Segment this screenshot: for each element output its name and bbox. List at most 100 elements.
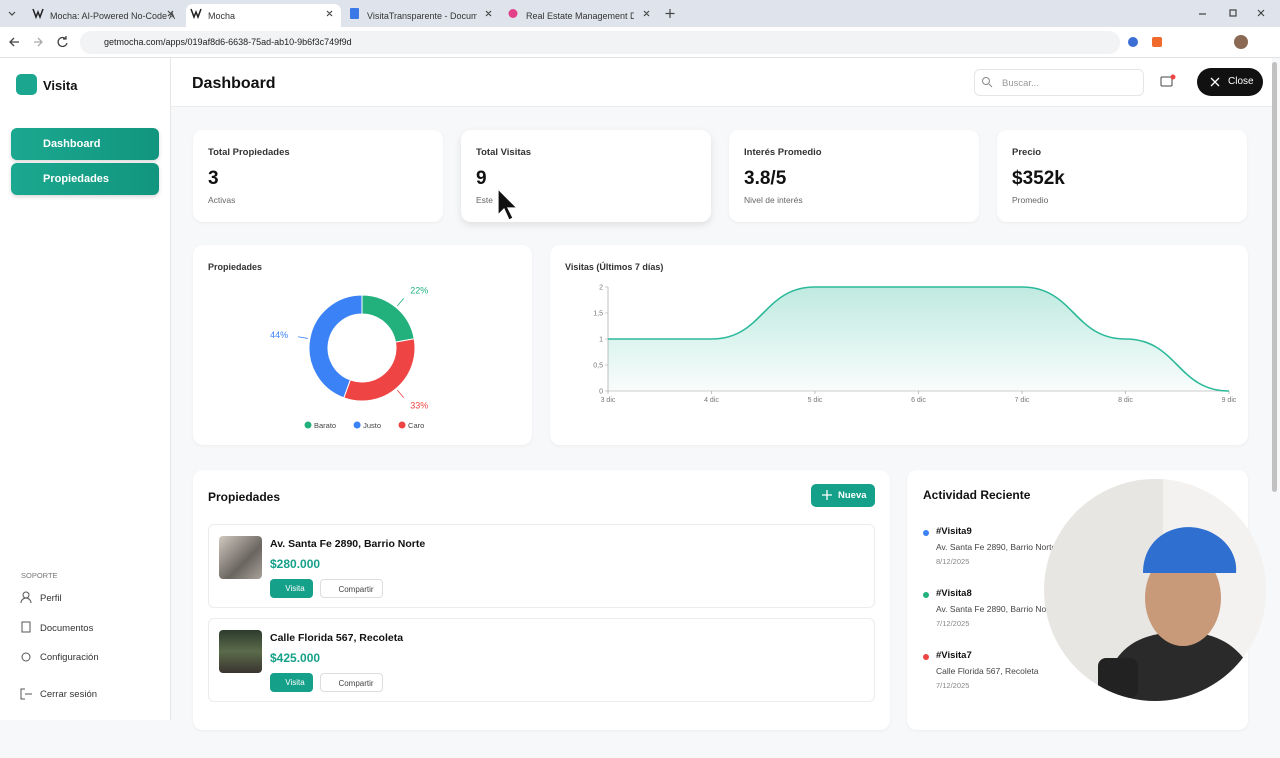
x-tick-label: 8 dic (1118, 397, 1133, 404)
search-box[interactable]: Buscar... (974, 69, 1144, 96)
tab-icons (0, 0, 1280, 27)
brand: Visita (43, 78, 77, 93)
legend-swatch (354, 422, 361, 429)
activity-address: Av. Santa Fe 2890, Barrio Norte (936, 604, 1056, 614)
new-button[interactable]: Nueva (811, 484, 875, 507)
y-tick-label: 1,5 (593, 311, 603, 318)
stat-card: Interés Promedio 3.8/5 Nivel de interés (729, 130, 979, 222)
nav-item[interactable]: Dashboard (11, 128, 159, 160)
page: Visita Dashboard {"browser":{"tabs":["Mo… (0, 0, 1280, 720)
legend-swatch (399, 422, 406, 429)
property-image (219, 630, 262, 673)
leader-line (298, 337, 308, 339)
tab-bar: Mocha: AI-Powered No-Code A Mocha Visita… (0, 0, 1280, 27)
activity-dot (923, 654, 929, 660)
legend-swatch (305, 422, 312, 429)
y-tick-label: 0,5 (593, 363, 603, 370)
body: Mocha: AI-Powered No-Code A Mocha Visita… (0, 0, 1280, 720)
legend-label: Barato (314, 421, 336, 430)
header: Dashboard Buscar... Close (171, 58, 1272, 107)
property-image (219, 536, 262, 579)
chart-title: Propiedades (208, 262, 262, 272)
activity-date: 7/12/2025 (936, 619, 969, 628)
activity-address: Calle Florida 567, Recoleta (936, 666, 1039, 676)
address-bar: getmocha.com/apps/019af8d6-6638-75ad-ab1… (0, 27, 1280, 58)
x-tick-label: 4 dic (704, 397, 719, 404)
activity-id: #Visita8 (936, 588, 972, 599)
sidebar-link[interactable]: Documentos (40, 623, 93, 634)
property-name: Av. Santa Fe 2890, Barrio Norte (270, 538, 425, 550)
legend-label: Justo (363, 421, 381, 430)
cursor (497, 188, 519, 222)
y-tick-label: 0 (599, 389, 603, 396)
y-tick-label: 2 (599, 285, 603, 292)
visit-button[interactable]: Visita (270, 673, 313, 692)
x-tick-label: 3 dic (601, 397, 616, 404)
close-button[interactable]: Close (1197, 68, 1263, 96)
activity-dot (923, 592, 929, 598)
nav-item[interactable]: Propiedades (11, 163, 159, 195)
search-icon (981, 76, 993, 88)
stat-value: 3 (208, 168, 219, 190)
sidebar-link[interactable]: Perfil (40, 593, 62, 604)
property-price: $280.000 (270, 557, 320, 571)
x-tick-label: 5 dic (808, 397, 823, 404)
stat-label: Total Visitas (476, 147, 531, 158)
scrollbar[interactable] (1272, 62, 1277, 492)
donut-segment (344, 339, 415, 401)
chat-icon[interactable] (1160, 74, 1176, 90)
visit-button[interactable]: Visita (270, 579, 313, 598)
activity-date: 7/12/2025 (936, 681, 969, 690)
stat-note: Promedio (1012, 195, 1048, 205)
value-label: 33% (410, 400, 428, 410)
activity-date: 8/12/2025 (936, 557, 969, 566)
y-tick-label: 1 (599, 337, 603, 344)
section-title: Actividad Reciente (923, 488, 1030, 502)
activity-id: #Visita9 (936, 526, 972, 537)
share-button[interactable]: Compartir (320, 673, 383, 692)
leader-line (397, 390, 403, 398)
value-label: 44% (270, 330, 288, 340)
property-item[interactable]: Calle Florida 567, Recoleta $425.000 Vis… (208, 618, 875, 702)
x-tick-label: 6 dic (911, 397, 926, 404)
activity-dot (923, 530, 929, 536)
stat-label: Total Propiedades (208, 147, 290, 158)
property-price: $425.000 (270, 651, 320, 665)
stat-note: Nivel de interés (744, 195, 803, 205)
stat-note: Este (476, 195, 493, 205)
properties-card: Propiedades Nueva Av. Santa Fe 2890, Bar… (193, 470, 890, 730)
stat-label: Precio (1012, 147, 1041, 158)
stat-value: 3.8/5 (744, 168, 786, 190)
brand-icon (16, 74, 37, 95)
leader-line (397, 298, 403, 306)
sidebar-link[interactable]: Cerrar sesión (40, 689, 97, 700)
page-title: Dashboard (192, 75, 276, 93)
value-label: 22% (410, 286, 428, 296)
plus-icon (822, 490, 832, 500)
chart-title: Visitas (Últimos 7 días) (565, 261, 663, 272)
url[interactable]: getmocha.com/apps/019af8d6-6638-75ad-ab1… (104, 37, 352, 47)
section-title: Propiedades (208, 490, 280, 504)
sidebar: Visita Dashboard Propiedades SOPORTE Per… (0, 58, 171, 720)
section-label: SOPORTE (21, 571, 58, 580)
sidebar-icons (18, 588, 34, 758)
area-chart: Visitas (Últimos 7 días) 0 0,5 1 1,5 2 3 dic 4 … (550, 245, 1248, 445)
legend-label: Caro (408, 421, 424, 430)
property-name: Calle Florida 567, Recoleta (270, 632, 403, 644)
property-item[interactable]: Av. Santa Fe 2890, Barrio Norte $280.000… (208, 524, 875, 608)
stat-card: Total Propiedades 3 Activas (193, 130, 443, 222)
x-tick-label: 9 dic (1222, 397, 1237, 404)
close-icon (1210, 77, 1220, 87)
stat-value: $352k (1012, 168, 1065, 190)
stat-note: Activas (208, 195, 235, 205)
stat-label: Interés Promedio (744, 147, 822, 158)
webcam-overlay (1043, 478, 1267, 702)
stat-card: Precio $352k Promedio (997, 130, 1247, 222)
activity-id: #Visita7 (936, 650, 972, 661)
activity-address: Av. Santa Fe 2890, Barrio Norte (936, 542, 1056, 552)
donut-segment (362, 295, 414, 342)
donut-chart: Propiedades 22% 44% 33% Barato Justo Caro (193, 245, 532, 445)
share-button[interactable]: Compartir (320, 579, 383, 598)
stat-value: 9 (476, 168, 487, 190)
sidebar-link[interactable]: Configuración (40, 652, 99, 663)
